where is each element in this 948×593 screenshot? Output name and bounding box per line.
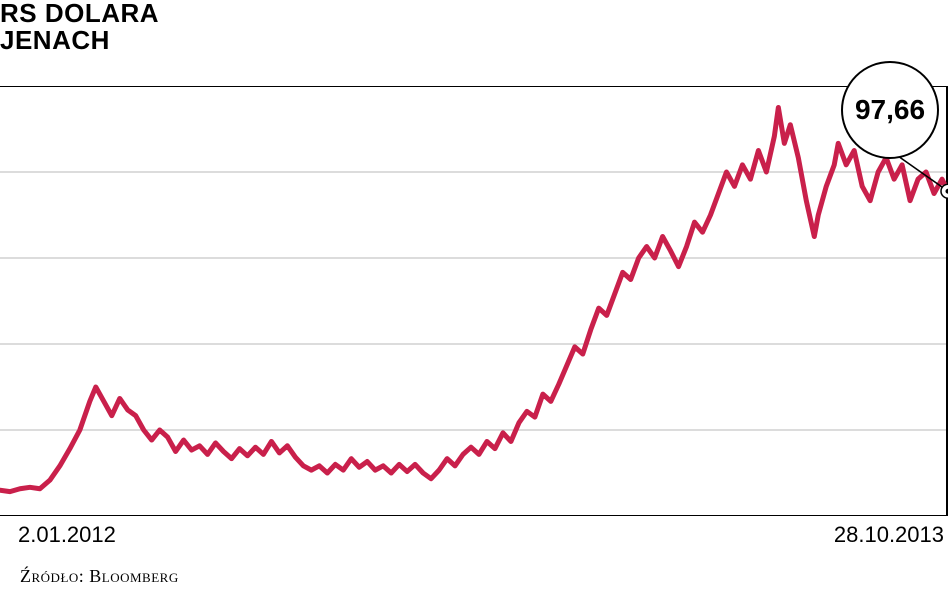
chart-title-line2: JENACH bbox=[0, 27, 159, 54]
x-axis-start-label: 2.01.2012 bbox=[18, 522, 116, 548]
chart-svg bbox=[0, 86, 948, 516]
chart-title: RS DOLARA JENACH bbox=[0, 0, 159, 55]
x-axis-end-label: 28.10.2013 bbox=[834, 522, 944, 548]
line-chart: 517395 bbox=[0, 86, 948, 516]
value-callout: 97,66 bbox=[841, 61, 939, 159]
chart-source: Źródło: Bloomberg bbox=[20, 566, 179, 587]
value-callout-label: 97,66 bbox=[855, 94, 925, 126]
chart-title-line1: RS DOLARA bbox=[0, 0, 159, 27]
